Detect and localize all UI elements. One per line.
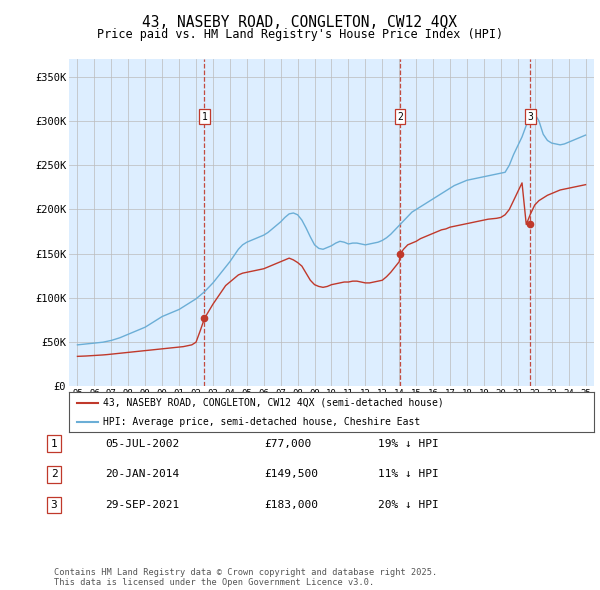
Text: £77,000: £77,000	[264, 439, 311, 448]
Text: 11% ↓ HPI: 11% ↓ HPI	[378, 470, 439, 479]
Text: 43, NASEBY ROAD, CONGLETON, CW12 4QX: 43, NASEBY ROAD, CONGLETON, CW12 4QX	[143, 15, 458, 30]
Text: 1: 1	[50, 439, 58, 448]
Text: 3: 3	[527, 112, 533, 122]
Text: HPI: Average price, semi-detached house, Cheshire East: HPI: Average price, semi-detached house,…	[103, 417, 421, 427]
Text: 43, NASEBY ROAD, CONGLETON, CW12 4QX (semi-detached house): 43, NASEBY ROAD, CONGLETON, CW12 4QX (se…	[103, 398, 444, 408]
Text: 19% ↓ HPI: 19% ↓ HPI	[378, 439, 439, 448]
Text: 29-SEP-2021: 29-SEP-2021	[105, 500, 179, 510]
Text: 05-JUL-2002: 05-JUL-2002	[105, 439, 179, 448]
Text: £183,000: £183,000	[264, 500, 318, 510]
Text: 2: 2	[50, 470, 58, 479]
Text: £149,500: £149,500	[264, 470, 318, 479]
Text: Contains HM Land Registry data © Crown copyright and database right 2025.
This d: Contains HM Land Registry data © Crown c…	[54, 568, 437, 587]
Text: 20% ↓ HPI: 20% ↓ HPI	[378, 500, 439, 510]
Text: 3: 3	[50, 500, 58, 510]
Text: Price paid vs. HM Land Registry's House Price Index (HPI): Price paid vs. HM Land Registry's House …	[97, 28, 503, 41]
Text: 2: 2	[397, 112, 403, 122]
Text: 1: 1	[202, 112, 208, 122]
Text: 20-JAN-2014: 20-JAN-2014	[105, 470, 179, 479]
